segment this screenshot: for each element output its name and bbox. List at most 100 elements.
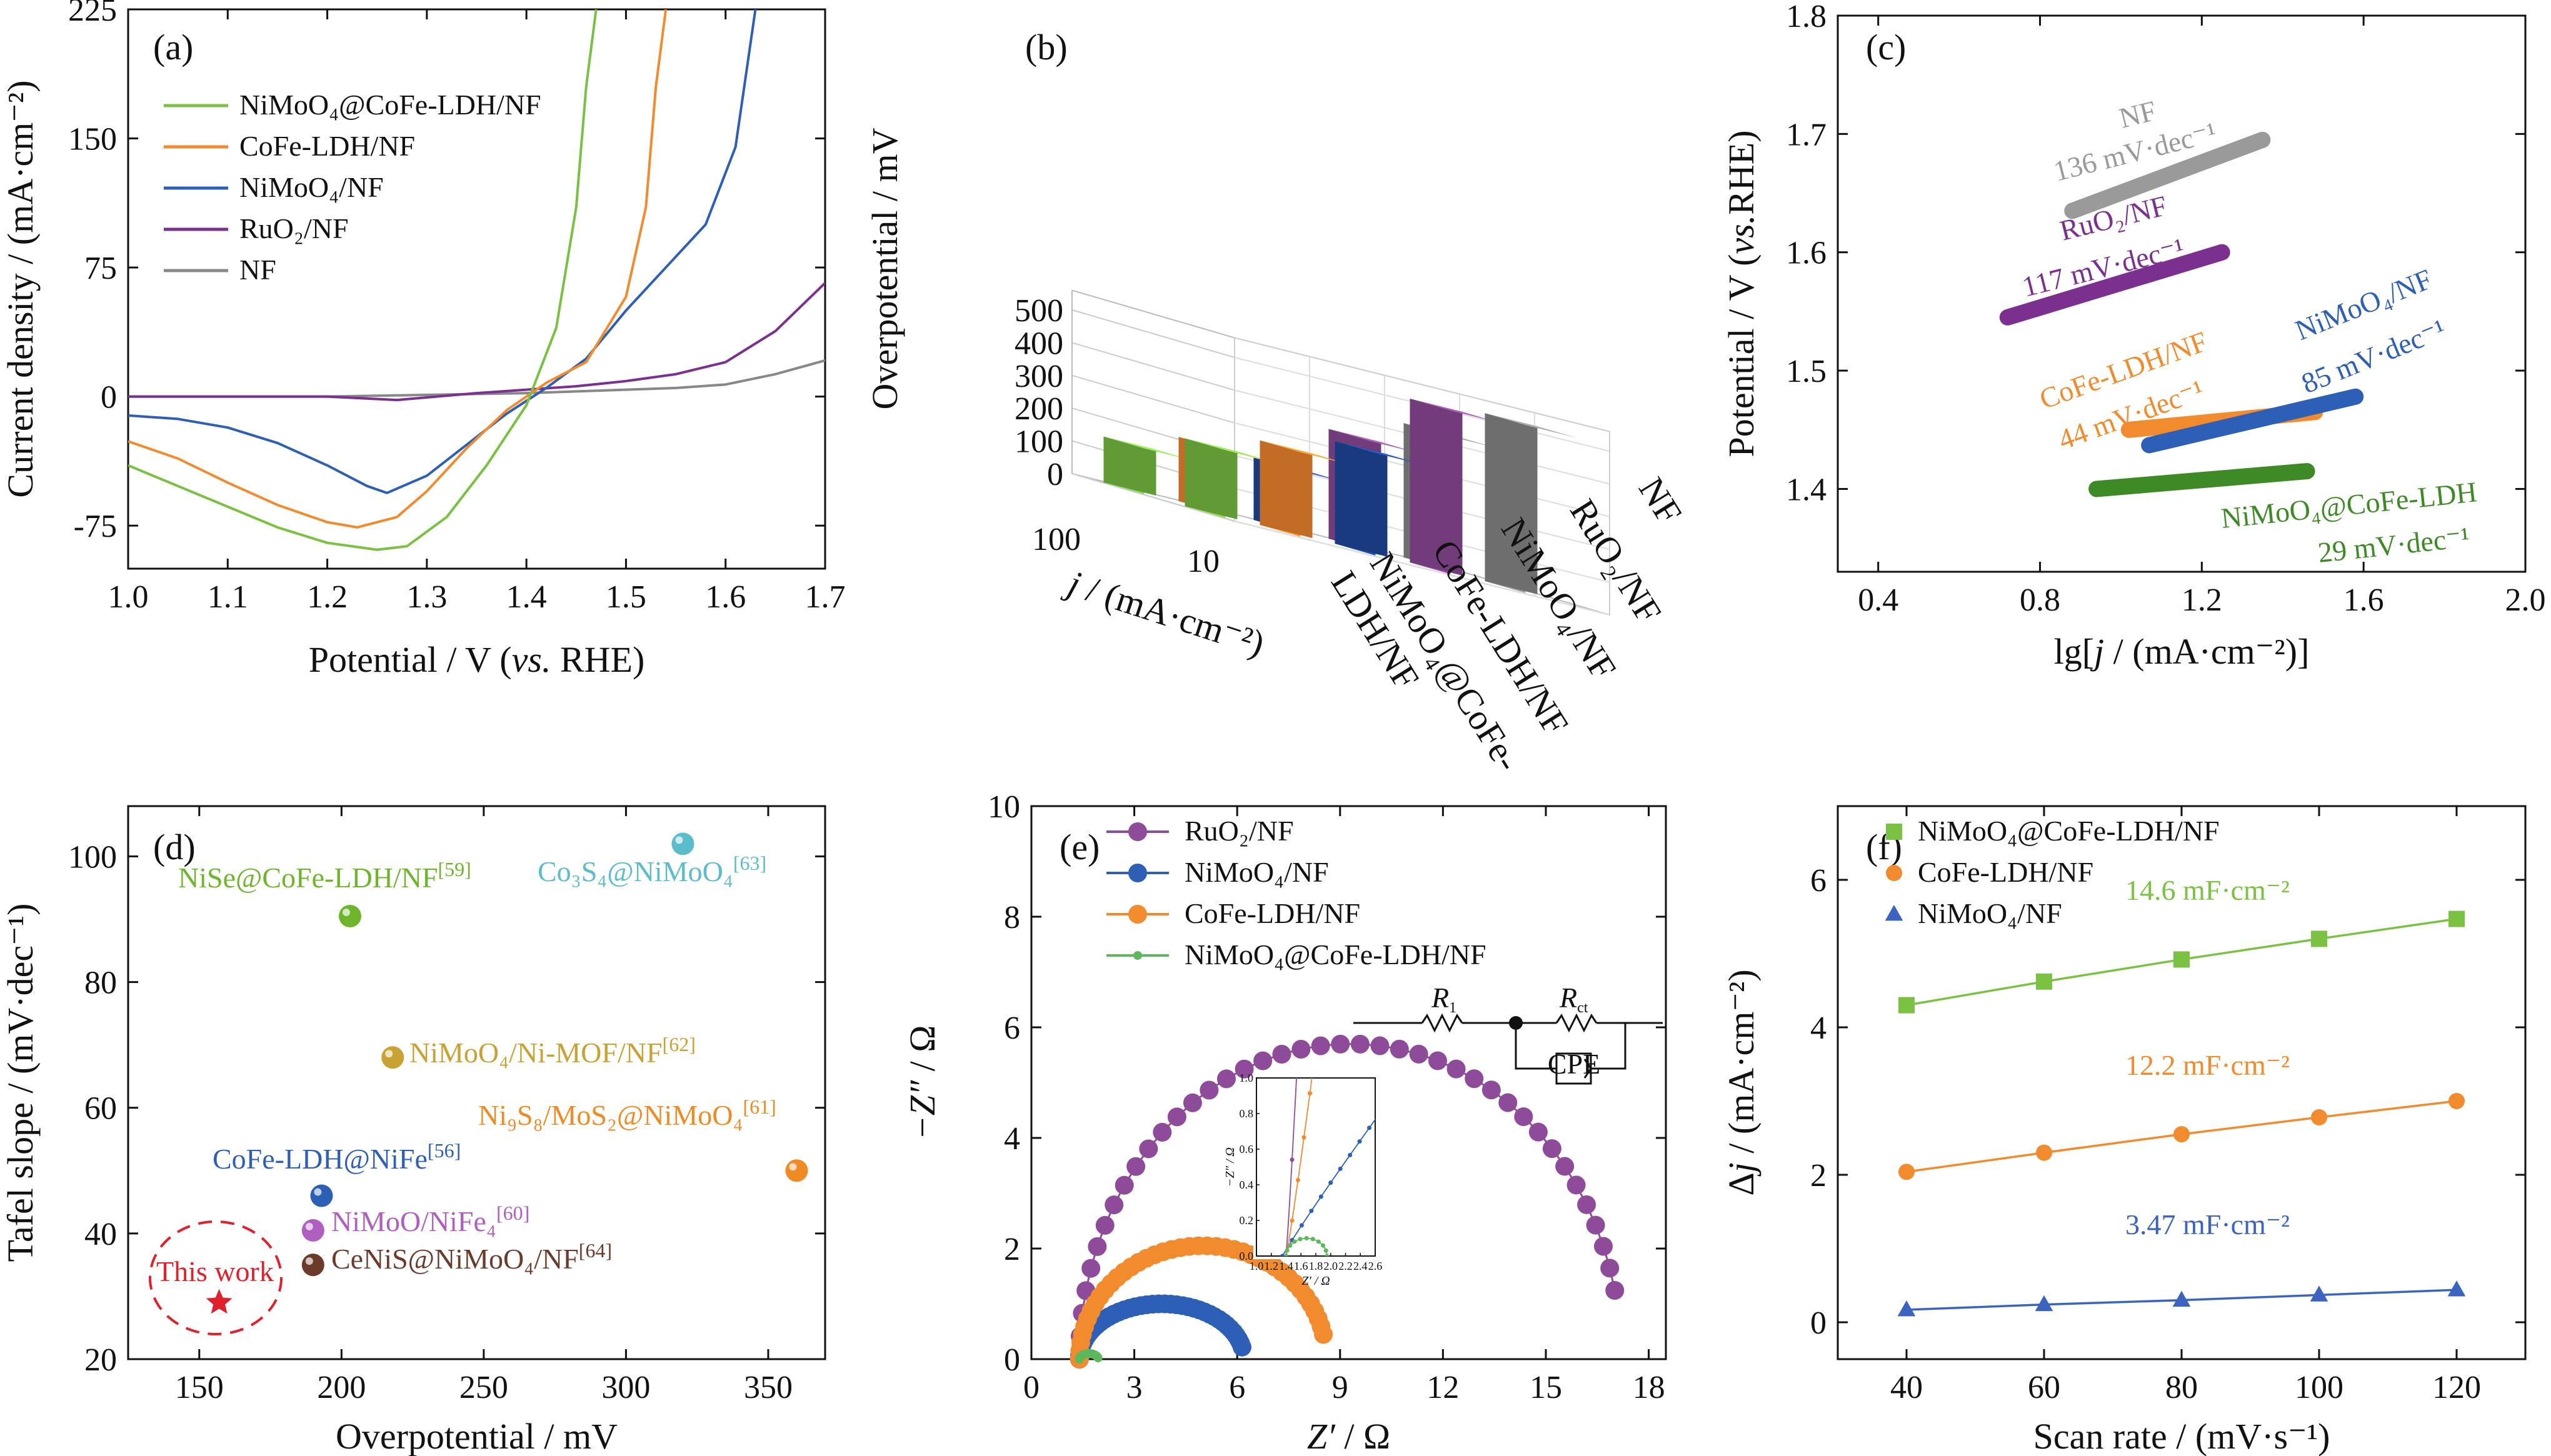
inset-data-point <box>1308 812 1312 816</box>
data-point <box>1566 1175 1586 1195</box>
data-point <box>2448 910 2465 927</box>
r1-label: R1 <box>1431 982 1456 1016</box>
y-tick-label: 100 <box>68 839 117 875</box>
data-point <box>1200 1080 1219 1100</box>
point-label-text: NiMoO₄/Ni-MOF/NF <box>409 1037 663 1069</box>
data-point <box>1370 1036 1390 1055</box>
point-ref: [62] <box>663 1033 696 1055</box>
x-tick-label: 250 <box>459 1370 508 1405</box>
data-point <box>1093 1354 1103 1363</box>
slope-label: 29 mV·dec⁻¹ <box>2317 521 2472 569</box>
bar-top <box>1103 436 1197 462</box>
legend-marker <box>1128 864 1147 882</box>
plot-frame <box>127 8 826 570</box>
inset-data-point <box>1304 1236 1309 1240</box>
bar-front <box>1410 399 1463 576</box>
bar-top <box>1485 413 1578 439</box>
inset-data-point <box>1290 1157 1295 1162</box>
inset-data-point <box>1285 1248 1290 1253</box>
inset-series <box>1280 689 1375 1256</box>
inset-data-point <box>1314 689 1318 693</box>
data-point <box>1409 1044 1428 1064</box>
point-highlight <box>342 908 350 916</box>
inset-x-tick-label: 1.8 <box>1309 1260 1323 1272</box>
inset-data-point <box>1309 1209 1314 1214</box>
y-axis-label: Overpotential / mV <box>865 127 905 409</box>
z-tick-label: 100 <box>1015 424 1063 460</box>
inset-data-point <box>1343 808 1348 812</box>
legend-marker <box>1133 951 1142 960</box>
point-label: CeNiS@NiMoO₄/NF[64] <box>331 1239 612 1275</box>
data-point <box>2036 1144 2052 1161</box>
inset-x-tick-label: 1.6 <box>1294 1260 1308 1272</box>
point-ref: [63] <box>733 852 766 874</box>
point-highlight <box>789 1163 797 1171</box>
point-highlight <box>385 1050 393 1058</box>
point-highlight <box>314 1188 322 1196</box>
data-point <box>1088 1237 1107 1256</box>
legend-label: NiMoO₄@CoFe-LDH/NF <box>1918 815 2220 847</box>
text-part: Δ <box>1721 1172 1762 1195</box>
z-tick-label: 0 <box>1047 457 1063 492</box>
data-point <box>1898 1164 1915 1180</box>
data-point <box>1586 1215 1605 1235</box>
x-tick-label: 1.2 <box>2182 582 2222 618</box>
data-point <box>1390 1039 1409 1059</box>
inset-series-line <box>1285 1078 1298 1256</box>
x-tick-label: 9 <box>1332 1370 1348 1405</box>
y-axis-label: −Z″ / Ω <box>902 1025 943 1140</box>
y-tick-label: 1.4 <box>1786 472 1827 507</box>
x-tick-label: 40 <box>1890 1370 1923 1405</box>
x-tick-label: 150 <box>175 1370 224 1405</box>
x-tick-label: 80 <box>2165 1370 2198 1405</box>
point-label-text: Co₃S₄@NiMoO₄ <box>538 855 733 887</box>
data-point <box>1593 1237 1613 1256</box>
data-point <box>1311 1036 1330 1055</box>
star-marker <box>206 1289 233 1314</box>
z-tick-label: 300 <box>1015 359 1063 394</box>
text-part: RHE) <box>551 639 644 680</box>
x-tick-label: 15 <box>1530 1370 1562 1405</box>
x-axis-label: Potential / V (vs. RHE) <box>309 639 645 680</box>
y-tick-label: 2 <box>1004 1232 1020 1267</box>
y-axis-label: Current density / (mA·cm⁻²) <box>0 80 41 497</box>
point-label-text: Ni₉S₈/MoS₂@NiMoO₄ <box>478 1099 743 1131</box>
x-tick-label: 200 <box>317 1370 366 1405</box>
y-tick-label: 80 <box>84 965 117 1001</box>
point-label-text: CoFe-LDH@NiFe <box>213 1143 428 1175</box>
inset-x-tick-label: 1.2 <box>1265 1260 1279 1272</box>
data-point <box>1081 1259 1101 1278</box>
data-point <box>1095 1215 1115 1235</box>
series-line <box>128 9 598 551</box>
point-label-text: NiSe@CoFe-LDH/NF <box>178 862 438 894</box>
x-tick-label: 60 <box>2028 1370 2060 1405</box>
text-part: / (mA·cm⁻²) <box>1073 566 1270 664</box>
y-tick-label: 10 <box>988 789 1020 825</box>
y-tick-label: 150 <box>68 122 117 157</box>
data-point <box>1235 1059 1254 1079</box>
bar-top <box>1410 399 1503 424</box>
inset-y-tick-label: 0.4 <box>1240 1179 1254 1191</box>
y-tick-label: 225 <box>68 0 117 28</box>
x-axis-label: Scan rate / (mV·s⁻¹) <box>2033 1416 2330 1456</box>
y-axis-label: Δj / (mA·cm⁻²) <box>1721 969 1762 1195</box>
data-point <box>1253 1051 1273 1070</box>
legend-marker <box>1886 865 1902 881</box>
panel-label: (e) <box>1060 827 1100 867</box>
inset-data-point <box>1316 1239 1321 1244</box>
fit-line <box>2141 388 2364 454</box>
grid-line <box>1234 521 1610 616</box>
scatter-point <box>301 1254 324 1277</box>
rct-symbol: R <box>1559 982 1577 1014</box>
data-point <box>1542 1139 1561 1159</box>
legend-label: NiMoO₄/NF <box>239 171 384 203</box>
scatter-point <box>671 832 694 855</box>
bar-top <box>1328 429 1422 454</box>
data-point <box>1446 1059 1466 1079</box>
data-point <box>1167 1107 1186 1127</box>
data-point <box>2035 1295 2053 1312</box>
